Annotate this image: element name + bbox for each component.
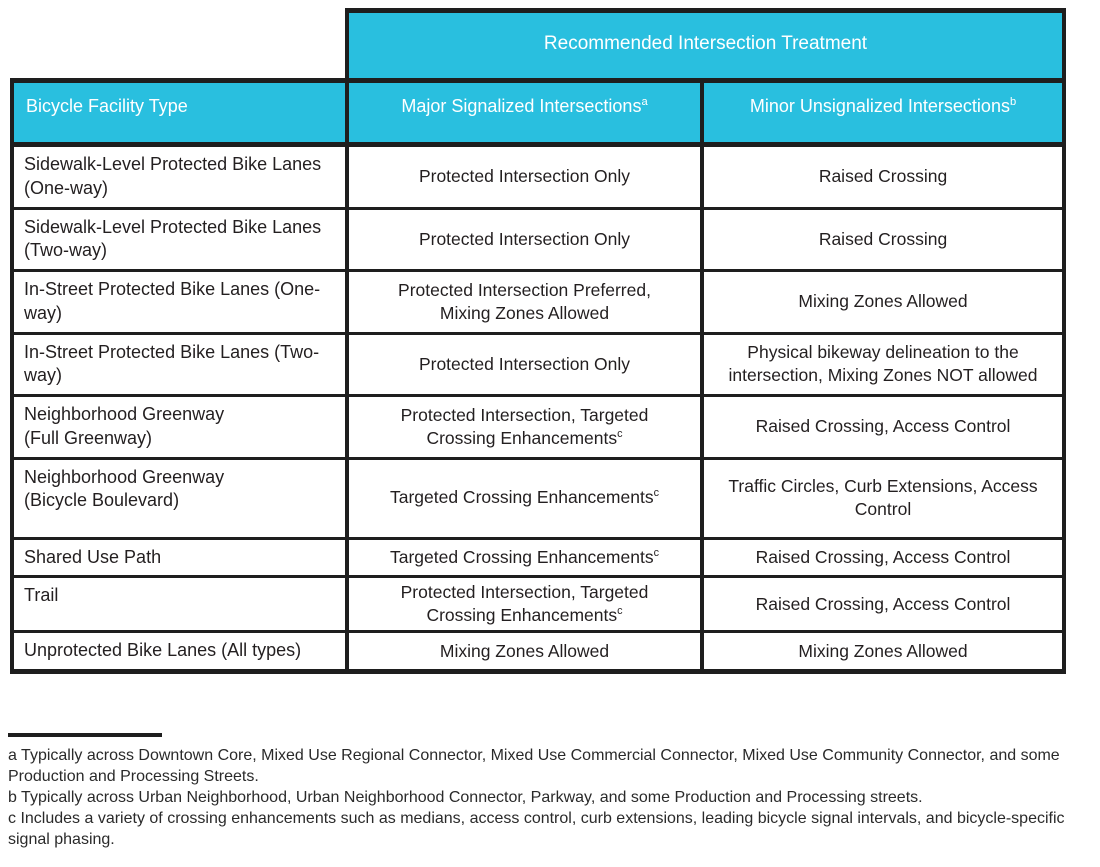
minor-treatment-cell: Raised Crossing (699, 143, 1067, 210)
treatment-text: Protected Intersection, Targeted Crossin… (400, 404, 649, 448)
minor-treatment-cell: Raised Crossing, Access Control (699, 394, 1067, 460)
treatment-text: Raised Crossing, Access Control (755, 593, 1011, 614)
column-header-label: Major Signalized Intersections (401, 96, 642, 116)
footnotes-section: a Typically across Downtown Core, Mixed … (8, 733, 1094, 851)
treatment-text: Raised Crossing (818, 228, 948, 249)
footnote-marker-a: a (641, 96, 648, 108)
column-header-major-signalized: Major Signalized Intersectionsa (345, 78, 704, 147)
facility-cell: Sidewalk-Level Protected Bike Lanes (Two… (10, 206, 349, 272)
footnote-marker-c: c (617, 605, 623, 618)
treatment-text: Protected Intersection Preferred, Mixing… (398, 279, 651, 323)
facility-cell: In-Street Protected Bike Lanes (One- way… (10, 269, 349, 335)
minor-treatment-cell: Raised Crossing, Access Control (699, 536, 1067, 579)
minor-treatment-cell: Raised Crossing (699, 206, 1067, 272)
column-header-row: Bicycle Facility Type Major Signalized I… (10, 78, 1067, 147)
major-treatment-cell: Protected Intersection Only (345, 331, 704, 397)
footnote-c: c Includes a variety of crossing enhance… (8, 810, 1065, 849)
footnote-divider (8, 733, 162, 737)
footnote-marker-b: b (1009, 96, 1017, 108)
column-header-minor-unsignalized: Minor Unsignalized Intersectionsb (699, 78, 1067, 147)
treatment-text: Mixing Zones Allowed (439, 640, 610, 661)
major-treatment-cell: Targeted Crossing Enhancementsc (345, 536, 704, 579)
span-header: Recommended Intersection Treatment (344, 8, 1067, 83)
intersection-treatment-table: Recommended Intersection Treatment Bicyc… (10, 8, 1067, 675)
treatment-text: Raised Crossing, Access Control (755, 546, 1011, 567)
table-row: In-Street Protected Bike Lanes (One- way… (10, 269, 1067, 335)
table-row: Neighborhood Greenway (Bicycle Boulevard… (10, 456, 1067, 540)
treatment-text: Targeted Crossing Enhancements (389, 546, 654, 567)
column-header-label: Minor Unsignalized Intersections (749, 96, 1010, 116)
treatment-text: Physical bikeway delineation to the inte… (728, 342, 1038, 386)
table-row: Sidewalk-Level Protected Bike Lanes (One… (10, 143, 1067, 210)
facility-cell: Neighborhood Greenway (Bicycle Boulevard… (10, 456, 349, 540)
major-treatment-cell: Protected Intersection Only (345, 206, 704, 272)
treatment-text: Protected Intersection Only (418, 166, 631, 187)
footnote-marker-c: c (653, 547, 660, 559)
minor-treatment-cell: Mixing Zones Allowed (699, 630, 1067, 675)
facility-cell: Unprotected Bike Lanes (All types) (10, 630, 349, 675)
footnote-marker-c: c (617, 427, 623, 440)
facility-cell: Sidewalk-Level Protected Bike Lanes (One… (10, 143, 349, 210)
facility-cell: Shared Use Path (10, 536, 349, 579)
facility-cell: Neighborhood Greenway (Full Greenway) (10, 394, 349, 460)
treatment-text: Protected Intersection Only (418, 228, 631, 249)
footnote-marker-c: c (653, 487, 660, 500)
treatment-text: Protected Intersection, Targeted Crossin… (400, 582, 649, 626)
table-row: Trail Protected Intersection, Targeted C… (10, 575, 1067, 634)
footnote-a: a Typically across Downtown Core, Mixed … (8, 747, 1060, 786)
treatment-text: Protected Intersection Only (418, 353, 631, 374)
treatment-table-wrap: Recommended Intersection Treatment Bicyc… (10, 8, 1067, 675)
facility-cell: In-Street Protected Bike Lanes (Two- way… (10, 331, 349, 397)
column-header-facility-type: Bicycle Facility Type (10, 78, 349, 147)
minor-treatment-cell: Mixing Zones Allowed (699, 269, 1067, 335)
treatment-text: Mixing Zones Allowed (798, 640, 968, 661)
footnote-b: b Typically across Urban Neighborhood, U… (8, 789, 923, 807)
major-treatment-cell: Protected Intersection, Targeted Crossin… (345, 394, 704, 460)
table-row: Shared Use Path Targeted Crossing Enhanc… (10, 536, 1067, 579)
major-treatment-cell: Protected Intersection Only (345, 143, 704, 210)
major-treatment-cell: Mixing Zones Allowed (345, 630, 704, 675)
table-row: Unprotected Bike Lanes (All types) Mixin… (10, 630, 1067, 675)
table-row: Neighborhood Greenway (Full Greenway) Pr… (10, 394, 1067, 460)
minor-treatment-cell: Physical bikeway delineation to the inte… (699, 331, 1067, 397)
major-treatment-cell: Targeted Crossing Enhancementsc (345, 456, 704, 540)
span-header-row: Recommended Intersection Treatment (12, 8, 1067, 83)
table-row: Sidewalk-Level Protected Bike Lanes (Two… (10, 206, 1067, 272)
treatment-text: Raised Crossing (818, 166, 948, 187)
treatment-text: Traffic Circles, Curb Extensions, Access… (728, 475, 1038, 519)
empty-corner-cell (12, 11, 347, 81)
table-row: In-Street Protected Bike Lanes (Two- way… (10, 331, 1067, 397)
treatment-text: Targeted Crossing Enhancements (389, 487, 654, 508)
treatment-text: Raised Crossing, Access Control (755, 416, 1011, 437)
minor-treatment-cell: Raised Crossing, Access Control (699, 575, 1067, 634)
treatment-text: Mixing Zones Allowed (798, 291, 968, 312)
major-treatment-cell: Protected Intersection Preferred, Mixing… (345, 269, 704, 335)
major-treatment-cell: Protected Intersection, Targeted Crossin… (345, 575, 704, 634)
minor-treatment-cell: Traffic Circles, Curb Extensions, Access… (699, 456, 1067, 540)
facility-cell: Trail (10, 575, 349, 634)
